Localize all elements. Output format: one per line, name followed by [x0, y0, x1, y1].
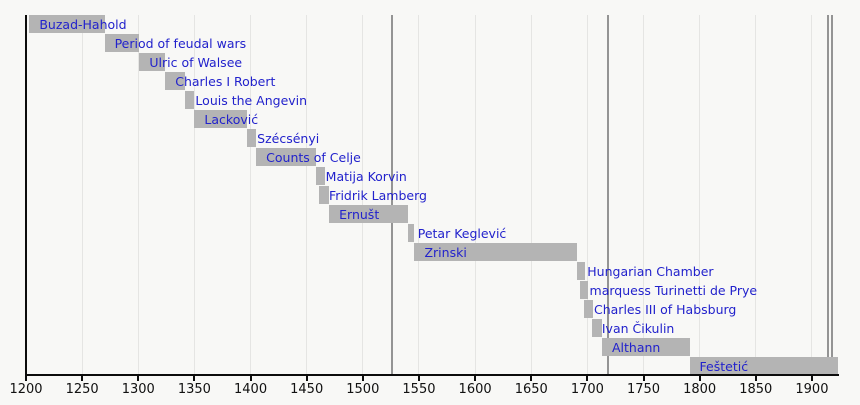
axis-tick-label: 1900 — [795, 382, 829, 397]
timeline-bar — [104, 34, 140, 52]
event-line-1914 — [826, 15, 829, 375]
axis-tick-label: 1650 — [514, 382, 548, 397]
axis-tick-label: 1850 — [739, 382, 773, 397]
bar-label: Period of feudal wars — [114, 36, 247, 51]
bar-label: Ulric of Walsee — [149, 55, 243, 70]
timeline-bar — [247, 129, 257, 147]
gridline-1650 — [530, 15, 532, 375]
bar-label: Lacković — [204, 112, 259, 127]
bar-label: Feštetić — [699, 359, 749, 374]
axis-tick-1650 — [530, 376, 533, 381]
bar-label: Louis the Angevin — [195, 93, 308, 108]
axis-tick-label: 1350 — [177, 382, 211, 397]
gridline-1450 — [306, 15, 308, 375]
bar-label: Buzad-Hahold — [39, 17, 127, 32]
axis-tick-1550 — [417, 376, 420, 381]
gridline-1800 — [699, 15, 701, 375]
axis-tick-1600 — [474, 376, 477, 381]
bar-label: Charles III of Habsburg — [594, 302, 737, 317]
timeline-bar — [165, 72, 186, 90]
timeline-bar — [315, 167, 325, 185]
timeline-bar — [256, 148, 316, 166]
bar-label: Counts of Celje — [266, 150, 361, 165]
timeline-bar — [601, 338, 690, 356]
axis-tick-1750 — [642, 376, 645, 381]
axis-tick-1250 — [81, 376, 84, 381]
timeline-bar — [591, 319, 602, 337]
axis-tick-1200 — [25, 376, 27, 381]
timeline-bar — [139, 53, 166, 71]
bar-label: Althann — [611, 340, 661, 355]
timeline-bar — [584, 300, 593, 318]
axis-tick-label: 1600 — [458, 382, 492, 397]
gridline-1850 — [755, 15, 757, 375]
period-start-line — [25, 15, 27, 375]
event-line-1918 — [831, 15, 834, 375]
timeline-bar — [407, 224, 415, 242]
gridline-1600 — [474, 15, 476, 375]
bar-label: Ivan Čikulin — [601, 321, 675, 336]
gridline-1700 — [586, 15, 588, 375]
bar-label: Zrinski — [424, 245, 467, 260]
axis-tick-label: 1700 — [570, 382, 604, 397]
bar-label: Ernušt — [339, 207, 380, 222]
axis-tick-1800 — [698, 376, 701, 381]
timeline-bar — [577, 262, 586, 280]
timeline-bar — [414, 243, 578, 261]
bar-label: Petar Keglević — [417, 226, 507, 241]
bar-label: Matija Korvin — [325, 169, 407, 184]
timeline-bar — [579, 281, 589, 299]
axis-tick-1900 — [810, 376, 813, 381]
axis-tick-label: 1200 — [9, 382, 43, 397]
timeline-bar — [194, 110, 248, 128]
axis-tick-1300 — [137, 376, 140, 381]
gridline-1250 — [81, 15, 83, 375]
bar-label: Fridrik Lamberg — [329, 188, 427, 203]
bar-label: Charles I Robert — [175, 74, 276, 89]
axis-tick-label: 1300 — [121, 382, 155, 397]
axis-tick-label: 1450 — [290, 382, 324, 397]
timeline-bar — [185, 91, 195, 109]
timeline-bar — [29, 15, 105, 33]
event-line-1718 — [606, 15, 609, 375]
gridline-1300 — [137, 15, 139, 375]
axis-tick-1400 — [249, 376, 252, 381]
event-line-1526 — [391, 15, 394, 375]
axis-tick-label: 1750 — [626, 382, 661, 397]
timeline-bar — [689, 357, 838, 375]
axis-tick-1850 — [754, 376, 757, 381]
timeline-bar — [329, 205, 408, 223]
gridline-1750 — [643, 15, 645, 375]
timeline-bar — [319, 186, 330, 204]
gridline-1500 — [362, 15, 364, 375]
bar-label: Hungarian Chamber — [587, 264, 714, 279]
axis-tick-label: 1250 — [65, 382, 99, 397]
bar-label: Szécsényi — [257, 131, 320, 146]
axis-tick-label: 1550 — [402, 382, 436, 397]
axis-tick-1700 — [586, 376, 589, 381]
gridline-1350 — [193, 15, 195, 375]
axis-tick-1450 — [305, 376, 308, 381]
axis-tick-label: 1400 — [234, 382, 268, 397]
axis-tick-1350 — [193, 376, 196, 381]
gridline-1550 — [418, 15, 420, 375]
axis-tick-label: 1500 — [346, 382, 380, 397]
gridline-1400 — [250, 15, 252, 375]
x-axis-line — [25, 374, 839, 376]
bar-label: marquess Turinetti de Prye — [589, 283, 758, 298]
gridline-1900 — [811, 15, 813, 375]
axis-tick-1500 — [361, 376, 364, 381]
axis-tick-label: 1800 — [683, 382, 717, 397]
